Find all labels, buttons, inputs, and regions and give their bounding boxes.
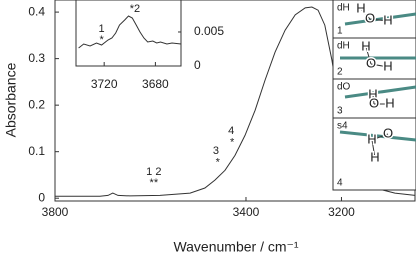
y-tick-label: 0.005	[194, 24, 224, 38]
atom-label: O	[383, 125, 393, 140]
annotation: *2	[130, 3, 140, 15]
atom-label: H	[368, 86, 377, 101]
inset-frame	[76, 0, 181, 66]
atom-label: H	[361, 38, 370, 53]
annotation: **	[150, 177, 159, 189]
annotation: *	[230, 136, 235, 148]
bond	[370, 63, 389, 68]
atom-label: H	[385, 95, 394, 110]
y-tick-label: 0.2	[28, 97, 45, 111]
bond	[369, 18, 389, 22]
y-tick-label: 0.4	[28, 4, 45, 18]
panel-mode: s4	[337, 121, 348, 132]
bond	[371, 139, 376, 159]
annotation: *	[99, 34, 104, 46]
panel-mode: dO	[337, 82, 351, 93]
atom-label: H	[370, 149, 379, 164]
y-tick-label: 0.3	[28, 51, 45, 65]
y-axis-label: Absorbance	[3, 62, 19, 137]
x-axis-label: Wavenumber / cm⁻¹	[173, 239, 298, 255]
panel-mode: dH	[337, 41, 350, 52]
x-tick-label: 3680	[142, 77, 169, 91]
x-tick-label: 3720	[91, 77, 118, 91]
atom-label: H	[356, 0, 365, 15]
bond	[365, 46, 372, 65]
annotation: 4	[228, 125, 234, 137]
x-tick-label: 3200	[328, 205, 355, 219]
y-tick-label: 0.1	[28, 144, 45, 158]
atom-label: H	[383, 12, 392, 27]
panel-number: 2	[337, 67, 343, 78]
plot-frame	[75, 0, 182, 67]
annotation: 1	[99, 23, 105, 35]
atom-label: O	[365, 10, 375, 25]
annotation: 3	[213, 145, 219, 157]
panel-number: 4	[337, 178, 343, 189]
x-tick-label: 3800	[42, 205, 69, 219]
surface	[344, 85, 416, 99]
atom-label: H	[367, 131, 376, 146]
panel-frame	[332, 78, 416, 119]
panel-number: 3	[337, 106, 343, 117]
bond	[360, 8, 371, 20]
spectrum-line	[78, 15, 182, 49]
bond	[372, 94, 375, 105]
panel-number: 1	[337, 26, 343, 37]
y-tick-label: 0	[194, 58, 201, 72]
annotation: 1 2	[146, 166, 161, 178]
atom-label: O	[366, 55, 376, 70]
surface	[344, 12, 416, 26]
atom-label: O	[369, 95, 379, 110]
x-tick-label: 3400	[233, 205, 260, 219]
atom-label: H	[383, 58, 392, 73]
bond	[371, 133, 389, 141]
y-tick-label: 0	[38, 190, 45, 204]
annotation: *	[216, 156, 221, 168]
panel-mode: dH	[337, 3, 350, 14]
surface	[339, 130, 416, 142]
